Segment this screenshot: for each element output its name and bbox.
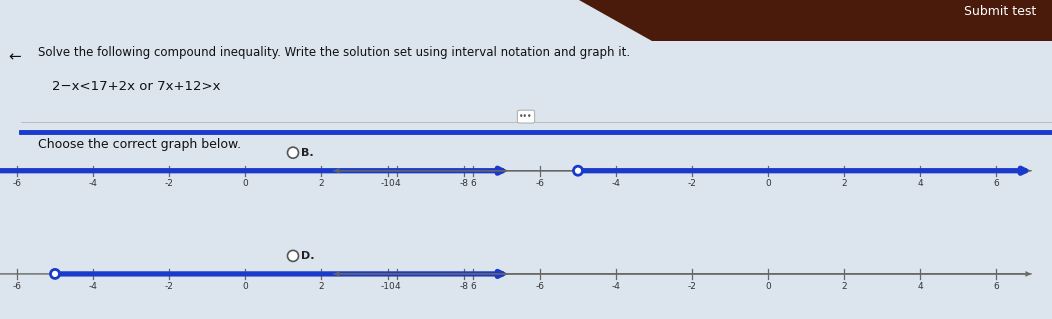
Text: -4: -4: [611, 179, 621, 188]
Text: -6: -6: [535, 282, 545, 291]
Text: -10: -10: [381, 282, 396, 291]
Text: -4: -4: [88, 282, 98, 291]
Text: 4: 4: [917, 282, 923, 291]
Text: -2: -2: [688, 179, 696, 188]
Text: -8: -8: [460, 179, 468, 188]
Text: -6: -6: [535, 179, 545, 188]
Circle shape: [287, 250, 299, 261]
Text: 6: 6: [993, 179, 999, 188]
Text: 2−x<17+2x or 7x+12>x: 2−x<17+2x or 7x+12>x: [52, 79, 221, 93]
Text: 2: 2: [318, 282, 324, 291]
Text: B.: B.: [301, 148, 313, 158]
Text: ←: ←: [8, 49, 21, 64]
Text: -8: -8: [460, 282, 468, 291]
Text: 0: 0: [242, 282, 248, 291]
Text: -6: -6: [13, 282, 21, 291]
Circle shape: [287, 147, 299, 158]
Text: 0: 0: [765, 282, 771, 291]
Text: 2: 2: [842, 282, 847, 291]
Polygon shape: [579, 0, 1052, 41]
Text: -10: -10: [381, 179, 396, 188]
Text: 2: 2: [318, 179, 324, 188]
Text: D.: D.: [301, 251, 315, 261]
Text: 0: 0: [765, 179, 771, 188]
Text: 4: 4: [917, 179, 923, 188]
Circle shape: [573, 166, 583, 175]
Text: 2: 2: [842, 179, 847, 188]
Text: 4: 4: [394, 282, 400, 291]
Text: 4: 4: [394, 179, 400, 188]
Text: 0: 0: [242, 179, 248, 188]
Circle shape: [50, 270, 60, 278]
Text: -4: -4: [611, 282, 621, 291]
Text: 6: 6: [470, 179, 476, 188]
Text: -6: -6: [13, 179, 21, 188]
Text: Submit test: Submit test: [964, 5, 1036, 18]
Text: Solve the following compound inequality. Write the solution set using interval n: Solve the following compound inequality.…: [38, 47, 630, 59]
Text: Choose the correct graph below.: Choose the correct graph below.: [38, 138, 241, 151]
Text: 6: 6: [470, 282, 476, 291]
Text: -2: -2: [688, 282, 696, 291]
Text: -2: -2: [164, 282, 174, 291]
Text: -2: -2: [164, 179, 174, 188]
Text: -4: -4: [88, 179, 98, 188]
Text: 6: 6: [993, 282, 999, 291]
Text: •••: •••: [520, 112, 532, 121]
